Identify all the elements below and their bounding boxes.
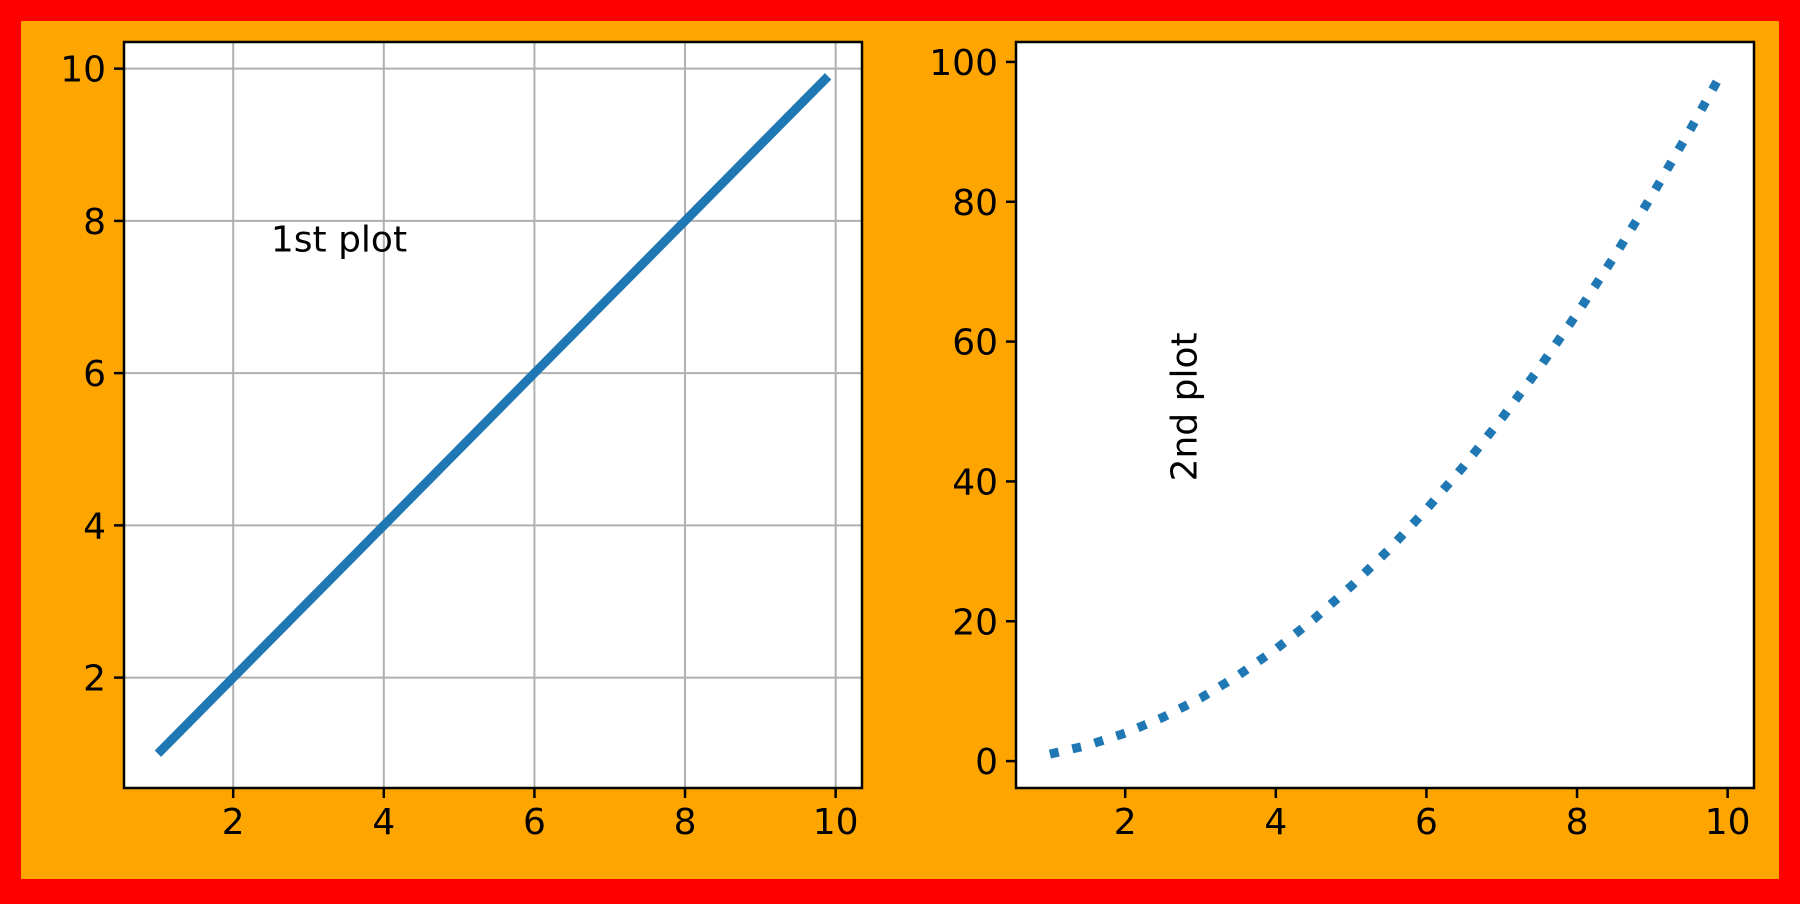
x-tick-label: 2: [222, 802, 245, 843]
plot-annotation: 2nd plot: [1165, 332, 1206, 481]
y-tick-label: 80: [952, 183, 998, 224]
y-tick-label: 8: [83, 202, 106, 243]
series-line: [154, 73, 832, 757]
x-tick-label: 8: [674, 802, 697, 843]
chart-1st-plot: 2 4 6 8 10 2 4 6 8 10 1st plot: [60, 40, 864, 843]
plot-area: [1016, 42, 1754, 788]
axes-frame: [122, 40, 864, 790]
y-tick-label: 60: [952, 323, 998, 364]
x-tick-label: 6: [523, 802, 546, 843]
y-tick-label: 10: [60, 50, 106, 91]
x-tick-label: 10: [1705, 802, 1751, 843]
plot-annotation: 1st plot: [271, 219, 407, 260]
y-tick-label: 0: [975, 742, 998, 783]
y-tick-label: 20: [952, 602, 998, 643]
series-line: [1048, 73, 1725, 759]
y-tick-label: 2: [83, 659, 106, 700]
y-tick-label: 40: [952, 462, 998, 503]
x-tick-label: 2: [1114, 802, 1137, 843]
x-tick-label: 10: [813, 802, 859, 843]
x-tick-label: 4: [372, 802, 395, 843]
axes-frame: [1014, 40, 1756, 790]
x-tick-label: 6: [1415, 802, 1438, 843]
y-tick-label: 100: [929, 43, 998, 84]
x-tick-label: 4: [1264, 802, 1287, 843]
y-tick-label: 6: [83, 354, 106, 395]
x-tick-label: 8: [1566, 802, 1589, 843]
y-tick-label: 4: [83, 506, 106, 547]
